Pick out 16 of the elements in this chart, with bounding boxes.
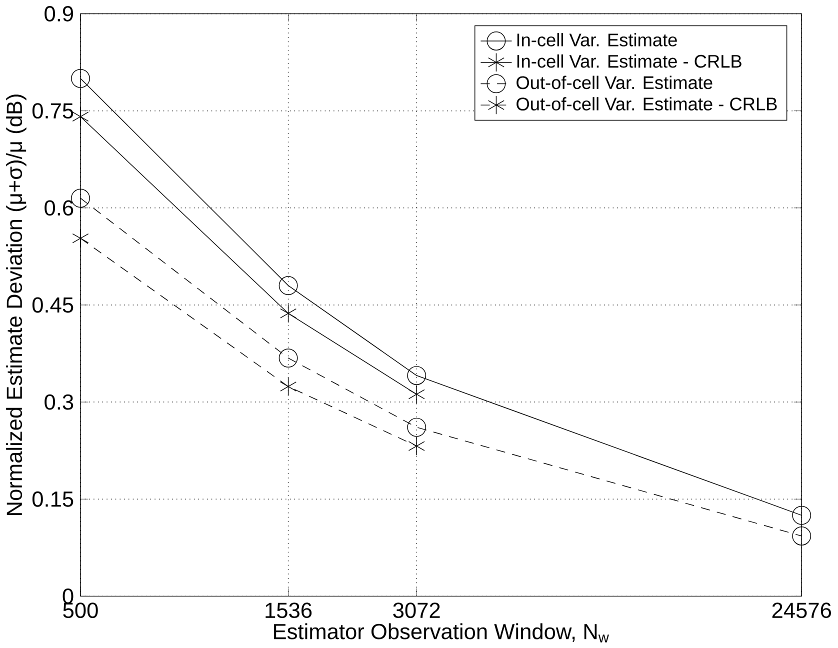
y-tick-label: 0.75	[32, 102, 74, 118]
y-tick-label: 0.9	[44, 6, 74, 22]
y-axis-title: Normalized Estimate Deviation (μ+σ)/μ (dB)	[6, 94, 26, 515]
y-tick-label: 0.45	[32, 297, 74, 312]
x-axis-title: Estimator Observation Window, N$_{w}$	[274, 623, 609, 642]
legend-label: Out-of-cell Var. Estimate	[516, 76, 712, 89]
x-tick-label: 1536	[266, 602, 312, 618]
legend-label: In-cell Var. Estimate	[517, 32, 677, 46]
legend-label: In-cell Var. Estimate - CRLB	[517, 54, 742, 68]
y-tick-label: 0.15	[32, 491, 74, 507]
x-tick-label: 3072	[393, 602, 440, 618]
legend-label: Out-of-cell Var. Estimate - CRLB	[516, 96, 777, 110]
x-tick-label: 500	[63, 602, 98, 618]
x-tick-label: 24576	[772, 602, 831, 618]
y-tick-label: 0.6	[44, 200, 74, 216]
y-tick-label: 0.3	[44, 394, 74, 410]
